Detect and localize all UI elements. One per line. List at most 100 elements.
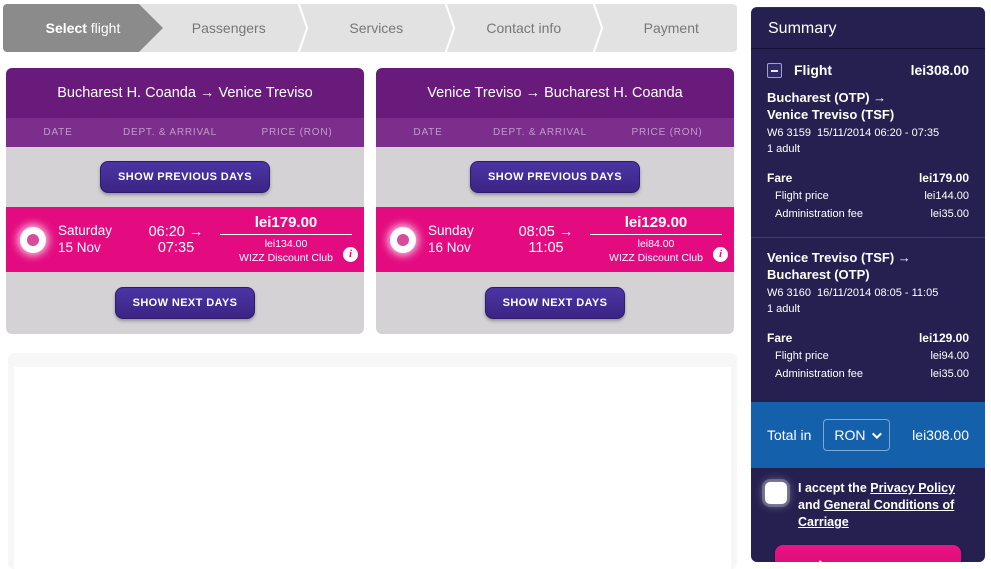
privacy-policy-link[interactable]: Privacy Policy — [870, 481, 956, 496]
summary-segment-outbound: Bucharest (OTP) → Venice Treviso (TSF) W… — [767, 90, 969, 155]
segment-flight-number: W6 3159 — [767, 126, 812, 139]
column-headers: DATE DEPT. & ARRIVAL PRICE (RON) — [6, 118, 364, 147]
summary-flight-label: Flight — [794, 62, 833, 78]
fare-row: Flight price lei94.00 — [767, 348, 969, 366]
outbound-flight-row[interactable]: Saturday 15 Nov 06:20 → 07:35 lei179.00 … — [6, 207, 364, 272]
flight-date: Sunday 16 Nov — [428, 223, 506, 257]
step-label: Contact info — [486, 20, 562, 36]
step-label-rest: flight — [86, 20, 121, 36]
discount-price: lei134.00 — [264, 237, 308, 250]
col-price: PRICE (RON) — [631, 127, 703, 138]
flight-takeoff-icon — [818, 560, 822, 562]
col-dept-arrival: DEPT. & ARRIVAL — [122, 127, 218, 138]
return-route-title: Venice Treviso → Bucharest H. Coanda — [376, 68, 734, 118]
tab-contact-info[interactable]: Contact info — [458, 4, 590, 52]
tab-passengers[interactable]: Passengers — [163, 4, 295, 52]
accept-terms-text: I accept the Privacy Policy and General … — [798, 480, 971, 531]
total-in-label: Total in — [767, 427, 812, 444]
total-amount: lei308.00 — [912, 427, 969, 444]
flight-price-block: lei129.00 lei84.00 WIZZ Discount Club i — [586, 213, 728, 265]
fare-row: Flight price lei144.00 — [767, 188, 969, 206]
segment-route-line2: Venice Treviso (TSF) — [767, 106, 895, 122]
flight-date-value: 16 Nov — [428, 239, 471, 255]
segment-route-line1: Bucharest (OTP) → — [767, 90, 887, 105]
discount-club-label: WIZZ Discount Club — [609, 251, 703, 264]
fare-row: Administration fee lei35.00 — [767, 366, 969, 384]
accept-terms-checkbox[interactable] — [765, 482, 787, 505]
accept-middle: and — [798, 498, 824, 513]
segment-schedule: 15/11/2014 06:20 - 07:35 — [817, 126, 940, 139]
fare-label: Fare — [767, 330, 793, 345]
fare-amount: lei179.00 — [918, 170, 969, 185]
fare-row-value: lei144.00 — [924, 189, 969, 202]
segment-schedule: 16/11/2014 08:05 - 11:05 — [817, 286, 939, 299]
flight-times: 08:05 → 11:05 — [518, 223, 574, 256]
conditions-of-carriage-link[interactable]: General Conditions of Carriage — [798, 498, 955, 530]
show-previous-days-button[interactable]: SHOW PREVIOUS DAYS — [100, 161, 270, 193]
breadcrumb: Select flight Passengers Services Contac… — [3, 4, 737, 52]
step-label: Passengers — [191, 20, 266, 36]
summary-segment-return: Venice Treviso (TSF) → Bucharest (OTP) W… — [767, 250, 969, 315]
chevron-right-icon — [442, 4, 458, 52]
return-flight-row[interactable]: Sunday 16 Nov 08:05 → 11:05 lei129.00 le… — [376, 207, 734, 272]
currency-dropdown[interactable]: RON — [823, 419, 891, 452]
fare-breakdown-outbound: Fare lei179.00 Flight price lei144.00 Ad… — [767, 169, 969, 223]
accept-terms-row: I accept the Privacy Policy and General … — [765, 480, 971, 531]
tab-services[interactable]: Services — [311, 4, 443, 52]
flight-date-value: 15 Nov — [58, 239, 101, 255]
fare-row-value: lei35.00 — [930, 207, 969, 220]
fare-row: Administration fee lei35.00 — [767, 206, 969, 224]
flight-price-block: lei179.00 lei134.00 WIZZ Discount Club i — [216, 213, 358, 265]
segment-passengers: 1 adult — [767, 302, 801, 315]
col-date: DATE — [413, 127, 443, 138]
continue-button[interactable]: CONTINUE — [775, 544, 961, 562]
tab-select-flight[interactable]: Select flight — [3, 4, 163, 52]
fare-amount: lei129.00 — [918, 330, 969, 345]
collapse-minus-icon[interactable] — [767, 62, 782, 78]
fare-row-value: lei94.00 — [930, 350, 969, 363]
show-next-days-button[interactable]: SHOW NEXT DAYS — [484, 287, 626, 319]
price-divider — [220, 233, 352, 235]
total-band: Total in RON lei308.00 — [751, 402, 985, 469]
summary-flight-total: lei308.00 — [910, 62, 969, 78]
step-label: Services — [349, 20, 404, 36]
segment-route-line2: Bucharest (OTP) — [767, 267, 870, 283]
fare-label: Fare — [767, 170, 793, 185]
col-dept-arrival: DEPT. & ARRIVAL — [492, 127, 588, 138]
segment-flight-number: W6 3160 — [767, 286, 812, 299]
fare-row-label: Flight price — [775, 350, 829, 363]
tab-payment[interactable]: Payment — [606, 4, 738, 52]
fare-row-label: Administration fee — [775, 367, 864, 380]
fare-row-label: Administration fee — [775, 207, 864, 220]
flight-day: Sunday — [428, 222, 474, 238]
currency-value: RON — [834, 427, 866, 444]
step-label-bold: Select — [45, 20, 87, 36]
flight-price: lei129.00 — [624, 213, 688, 231]
chevron-right-icon — [590, 4, 606, 52]
summary-title: Summary — [751, 7, 985, 49]
flight-times: 06:20 → 07:35 — [148, 223, 204, 256]
radio-selected-icon[interactable] — [20, 226, 46, 253]
show-next-days-button[interactable]: SHOW NEXT DAYS — [114, 287, 256, 319]
segment-passengers: 1 adult — [767, 142, 801, 155]
summary-divider — [751, 237, 985, 239]
summary-sidebar: Summary Flight lei308.00 Bucharest (OTP)… — [751, 7, 985, 562]
step-label: Payment — [643, 20, 699, 36]
chevron-right-icon — [295, 4, 311, 52]
segment-route-line1: Venice Treviso (TSF) → — [767, 250, 911, 266]
info-icon[interactable]: i — [713, 246, 728, 262]
return-flight-panel: Venice Treviso → Bucharest H. Coanda DAT… — [376, 68, 734, 334]
radio-selected-icon[interactable] — [390, 226, 416, 253]
column-headers: DATE DEPT. & ARRIVAL PRICE (RON) — [376, 118, 734, 147]
empty-content-card — [8, 353, 737, 569]
fare-row-value: lei35.00 — [930, 367, 969, 380]
col-price: PRICE (RON) — [261, 127, 333, 138]
outbound-flight-panel: Bucharest H. Coanda → Venice Treviso DAT… — [6, 68, 364, 334]
flight-price: lei179.00 — [254, 213, 318, 231]
discount-club-label: WIZZ Discount Club — [239, 251, 333, 264]
show-previous-days-button[interactable]: SHOW PREVIOUS DAYS — [470, 161, 640, 193]
discount-price: lei84.00 — [637, 237, 675, 250]
col-date: DATE — [43, 127, 73, 138]
info-icon[interactable]: i — [343, 246, 358, 262]
price-divider — [590, 233, 722, 235]
